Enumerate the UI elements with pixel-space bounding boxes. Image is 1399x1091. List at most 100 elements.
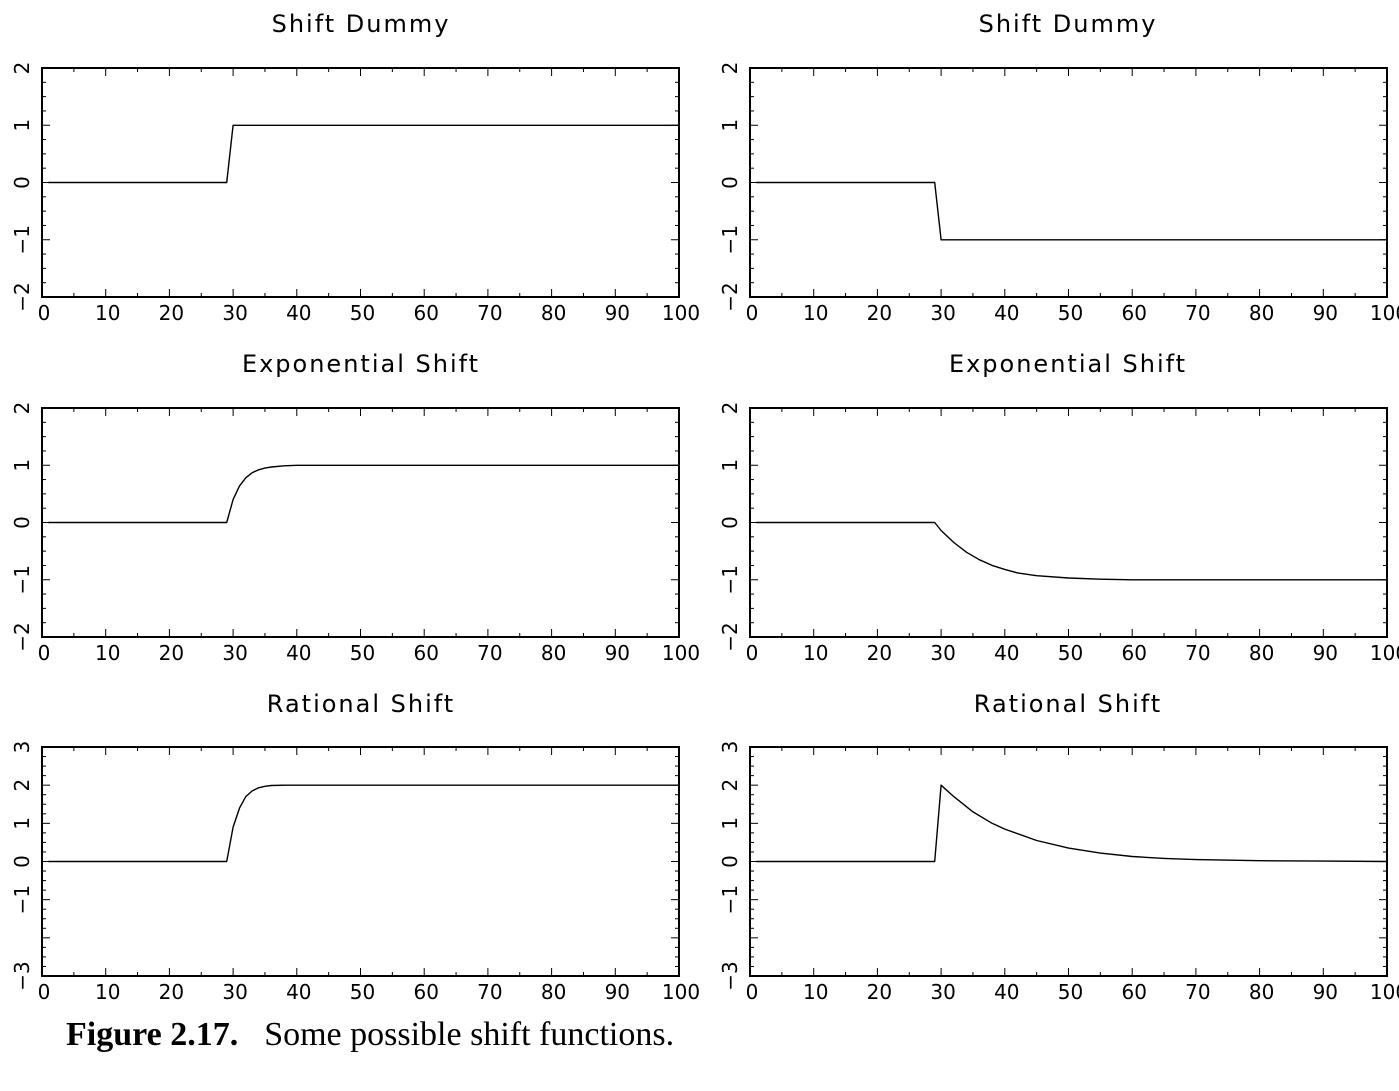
x-tick-label: 100 [662,641,700,665]
y-tick-label: 1 [718,817,742,830]
x-tick-label: 100 [1370,301,1399,325]
caption-label: Figure 2.17. [66,1016,239,1053]
x-tick-label: 30 [930,980,955,1004]
x-tick-label: 0 [746,301,759,325]
series-line [48,124,679,184]
x-tick-label: 50 [1058,301,1083,325]
chart-panel-6: Rational Shift0102030405060708090100−3−1… [718,690,1399,1004]
chart-panel-2: Shift Dummy 0 10 20 30 40 50 60 70 80 90 100 −2 −1 0 1 2 [718,10,1399,325]
chart-title: Rational Shift [267,690,455,718]
x-tick-label: 30 [930,641,955,665]
x-tick-label: 60 [1121,301,1146,325]
x-tick-label: 10 [803,301,828,325]
x-tick-label: 60 [413,301,438,325]
x-tick-label: 70 [1185,980,1210,1004]
y-tick-label: 0 [718,176,742,189]
y-tick-label: 2 [10,62,34,75]
x-tick-label: 30 [930,301,955,325]
y-tick-label: 0 [718,516,742,529]
x-tick-label: 30 [222,301,247,325]
y-tick-label: 2 [718,402,742,415]
x-tick-label: 30 [222,641,247,665]
x-tick-label: 100 [662,301,700,325]
y-tick-label: −1 [718,565,742,594]
x-tick-label: 20 [867,980,892,1004]
x-tick-label: 0 [746,641,759,665]
y-tick-label: 0 [10,516,34,529]
x-tick-label: 70 [477,980,502,1004]
x-tick-label: 30 [222,980,247,1004]
x-tick-label: 20 [867,641,892,665]
x-tick-label: 50 [350,641,375,665]
x-tick-label: 40 [286,641,311,665]
x-tick-label: 90 [605,980,630,1004]
x-tick-label: 80 [1249,980,1274,1004]
x-tick-label: 80 [541,980,566,1004]
chart-title: Rational Shift [974,690,1162,718]
y-tick-label: −2 [10,282,34,311]
x-tick-label: 100 [1370,980,1399,1004]
x-tick-label: 90 [1313,980,1338,1004]
x-tick-label: 70 [477,641,502,665]
caption-text: Some possible shift functions. [264,1016,675,1053]
x-tick-label: 50 [350,980,375,1004]
x-tick-label: 40 [994,641,1019,665]
y-tick-label: −1 [718,225,742,254]
x-tick-label: 70 [477,301,502,325]
y-tick-label: −2 [718,282,742,311]
y-tick-label: −1 [718,885,742,914]
y-tick-label: 0 [10,176,34,189]
x-tick-label: 70 [1185,301,1210,325]
x-tick-label: 90 [605,641,630,665]
x-tick-label: 20 [159,980,184,1004]
chart-title: Shift Dummy [979,10,1158,38]
x-tick-label: 10 [95,980,120,1004]
chart-panel-4: Exponential Shift0102030405060708090100−… [718,350,1399,665]
y-tick-label: 2 [10,779,34,792]
x-tick-label: 40 [286,301,311,325]
y-tick-label: −3 [10,961,34,990]
y-tick-label: 2 [718,779,742,792]
chart-title: Shift Dummy [272,10,451,38]
x-tick-label: 0 [38,301,51,325]
series-line [756,784,1388,863]
y-tick-label: 1 [10,119,34,132]
y-tick-label: 2 [10,402,34,415]
x-tick-label: 40 [994,301,1019,325]
y-tick-label: 1 [718,459,742,472]
y-tick-label: 1 [718,119,742,132]
x-tick-label: 0 [38,641,51,665]
x-tick-label: 20 [159,641,184,665]
x-tick-label: 20 [867,301,892,325]
x-tick-label: 10 [803,980,828,1004]
x-tick-label: 100 [1370,641,1399,665]
series-line [756,521,1387,581]
x-tick-label: 10 [95,301,120,325]
x-tick-label: 0 [38,980,51,1004]
chart-title: Exponential Shift [242,350,480,378]
y-tick-label: 3 [718,741,742,754]
series-line [48,784,679,863]
series-line [48,464,679,524]
x-tick-label: 90 [1313,641,1338,665]
figure-caption: Figure 2.17. Some possible shift function… [66,1016,674,1054]
x-tick-label: 80 [541,641,566,665]
x-tick-label: 90 [605,301,630,325]
x-tick-label: 0 [746,980,759,1004]
y-tick-label: −3 [718,961,742,990]
x-tick-label: 10 [803,641,828,665]
x-tick-label: 60 [413,641,438,665]
x-tick-label: 10 [95,641,120,665]
y-tick-label: 2 [718,62,742,75]
y-tick-label: −1 [10,885,34,914]
y-tick-label: 1 [10,459,34,472]
x-tick-label: 50 [1058,641,1083,665]
x-tick-label: 60 [413,980,438,1004]
chart-panel-1: Shift Dummy 0 10 20 30 40 50 60 70 80 90 100 −2 −1 0 1 2 [10,10,700,325]
x-tick-label: 20 [159,301,184,325]
y-tick-label: −1 [10,225,34,254]
x-tick-label: 80 [541,301,566,325]
